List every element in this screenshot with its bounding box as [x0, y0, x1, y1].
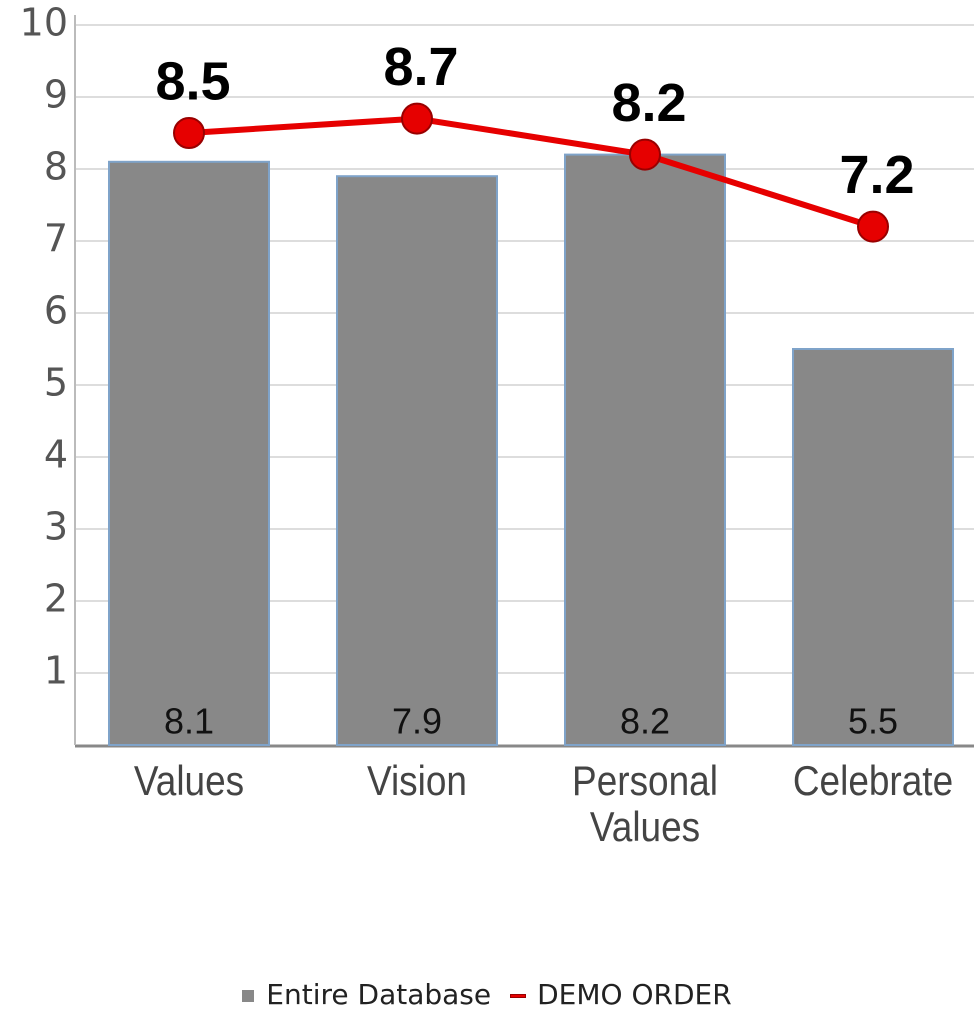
y-tick-label: 3 — [44, 505, 68, 549]
bar-value-label: 7.9 — [392, 701, 442, 742]
bar-value-label: 8.1 — [164, 701, 214, 742]
legend-swatch — [511, 995, 526, 997]
line-value-label: 8.5 — [155, 51, 230, 111]
x-tick-label: Vision — [366, 757, 467, 804]
line-value-label: 7.2 — [839, 145, 914, 205]
legend-label: Entire Database — [266, 978, 492, 1011]
y-tick-label: 8 — [44, 145, 68, 189]
y-tick-label: 6 — [44, 289, 68, 333]
bar — [336, 175, 498, 746]
legend-swatch — [242, 990, 255, 1002]
y-tick-label: 9 — [44, 73, 68, 117]
line-value-label: 8.2 — [611, 73, 686, 133]
line-point — [173, 117, 205, 149]
y-tick-label: 2 — [44, 577, 68, 621]
x-tick-label: Values — [133, 757, 245, 804]
bar-value-label: 5.5 — [848, 701, 898, 742]
line-point — [401, 102, 433, 135]
legend-label: DEMO ORDER — [537, 978, 732, 1011]
line-point — [857, 210, 889, 243]
bar — [792, 348, 954, 746]
bar — [108, 160, 270, 747]
y-tick-label: 1 — [44, 649, 68, 693]
bar — [564, 153, 726, 747]
x-tick-label: Personal Values — [572, 757, 718, 850]
y-tick-label: 10 — [20, 1, 68, 45]
line-value-label: 8.7 — [383, 37, 458, 97]
x-tick-label: Celebrate — [792, 757, 954, 804]
y-tick-label: 4 — [44, 433, 68, 477]
line — [188, 115, 874, 230]
legend-item: DEMO ORDER — [511, 978, 732, 1011]
line-point — [629, 138, 661, 171]
bar-value-label: 8.2 — [620, 701, 670, 742]
legend-item: Entire Database — [242, 978, 491, 1011]
legend: Entire Database DEMO ORDER — [0, 978, 974, 1011]
y-tick-label: 5 — [44, 361, 68, 405]
y-tick-label: 7 — [44, 217, 68, 261]
